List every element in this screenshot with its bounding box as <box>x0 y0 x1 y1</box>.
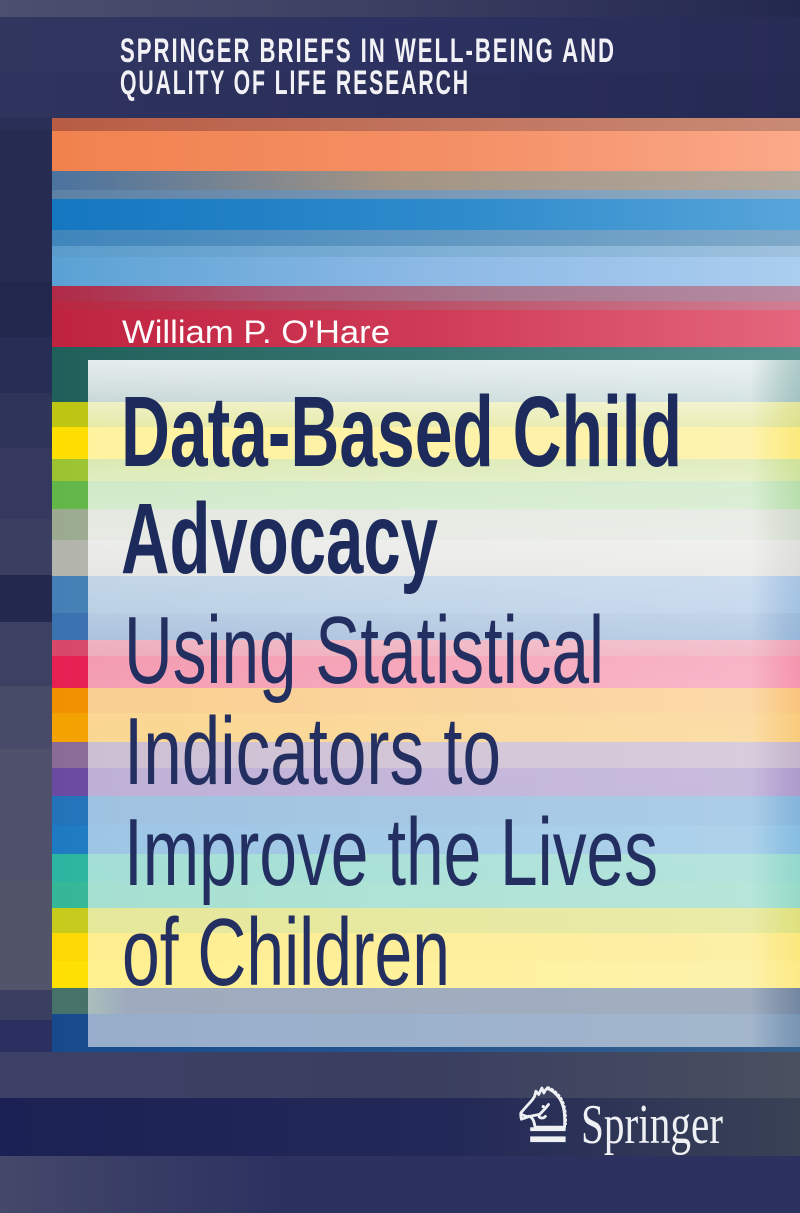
svg-text:Improve the Lives: Improve the Lives <box>124 799 658 906</box>
svg-text:SPRINGER BRIEFS IN WELL-BEING: SPRINGER BRIEFS IN WELL-BEING AND <box>120 32 616 70</box>
svg-text:William P. O'Hare: William P. O'Hare <box>122 314 390 350</box>
svg-text:QUALITY OF LIFE RESEARCH: QUALITY OF LIFE RESEARCH <box>120 64 470 102</box>
svg-text:Indicators to: Indicators to <box>124 698 501 805</box>
svg-text:Using Statistical: Using Statistical <box>124 597 604 704</box>
svg-text:Springer: Springer <box>581 1094 723 1156</box>
svg-text:Data-Based Child: Data-Based Child <box>121 376 682 488</box>
svg-text:of Children: of Children <box>122 899 450 1006</box>
svg-text:Advocacy: Advocacy <box>121 483 438 595</box>
